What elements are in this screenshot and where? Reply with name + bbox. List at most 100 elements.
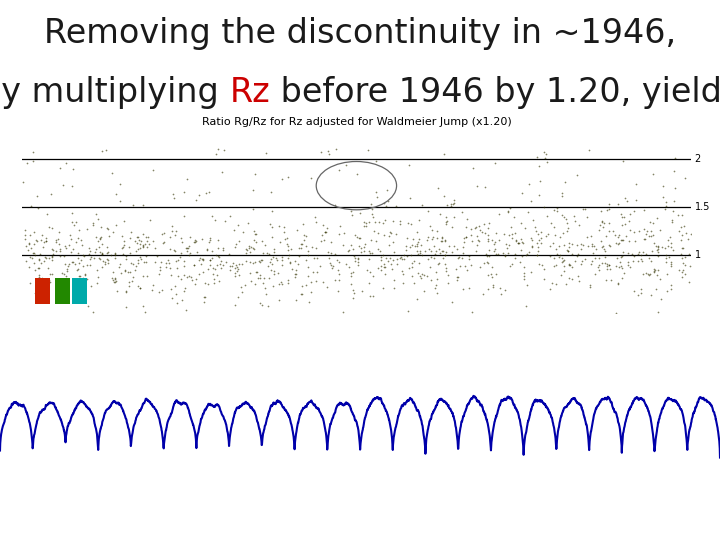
Point	[645, 227, 657, 236]
Point	[178, 262, 189, 271]
Point	[228, 226, 240, 235]
Point	[209, 265, 220, 274]
Point	[428, 233, 439, 241]
Point	[140, 307, 151, 316]
Point	[236, 260, 248, 268]
Point	[68, 245, 79, 253]
Point	[387, 237, 399, 246]
Point	[34, 284, 45, 292]
Point	[30, 251, 41, 259]
Point	[384, 228, 395, 237]
Point	[635, 289, 647, 298]
Point	[580, 205, 591, 214]
Point	[561, 226, 572, 235]
Point	[20, 241, 32, 250]
Point	[426, 234, 438, 243]
Point	[449, 242, 460, 251]
Point	[374, 247, 386, 255]
Point	[110, 190, 122, 198]
Point	[204, 236, 215, 245]
Point	[266, 206, 278, 215]
Point	[440, 212, 451, 221]
Point	[505, 222, 517, 231]
Point	[184, 248, 196, 257]
Point	[477, 228, 488, 237]
Point	[466, 231, 477, 239]
Point	[418, 287, 429, 295]
Point	[431, 227, 443, 236]
Point	[616, 274, 628, 282]
Point	[289, 257, 301, 266]
Point	[294, 244, 305, 252]
Point	[217, 261, 229, 269]
Point	[328, 262, 339, 271]
Point	[102, 248, 113, 257]
Point	[645, 291, 657, 299]
Point	[189, 238, 201, 246]
Point	[516, 246, 527, 254]
Point	[124, 249, 135, 258]
Point	[618, 236, 629, 245]
Point	[426, 247, 437, 256]
Point	[245, 277, 256, 286]
Point	[260, 289, 271, 298]
Point	[119, 241, 130, 249]
Point	[257, 249, 269, 258]
Point	[539, 153, 551, 162]
Point	[242, 219, 253, 227]
Point	[534, 177, 546, 185]
Point	[413, 238, 424, 246]
Point	[354, 234, 366, 242]
Point	[102, 254, 113, 263]
Point	[282, 276, 294, 285]
Point	[544, 252, 556, 260]
Point	[613, 231, 625, 239]
Point	[254, 271, 266, 279]
Point	[616, 221, 628, 230]
Point	[211, 271, 222, 279]
Point	[426, 226, 438, 235]
Point	[483, 246, 495, 255]
Point	[248, 236, 260, 245]
Point	[667, 246, 679, 254]
Point	[541, 211, 553, 220]
Point	[153, 288, 165, 296]
Point	[42, 281, 54, 289]
Point	[612, 279, 624, 287]
Point	[217, 244, 229, 253]
Point	[392, 255, 403, 264]
Point	[466, 237, 477, 246]
Point	[605, 265, 616, 273]
Point	[99, 260, 111, 268]
Point	[482, 271, 493, 279]
Point	[487, 283, 499, 292]
Point	[102, 256, 114, 265]
Text: Rz: Rz	[0, 102, 40, 136]
Point	[213, 252, 225, 261]
Point	[229, 243, 240, 252]
Point	[88, 307, 99, 316]
Point	[612, 200, 624, 208]
Point	[351, 233, 363, 241]
Point	[92, 215, 104, 224]
Point	[622, 261, 634, 269]
Point	[302, 262, 314, 271]
Point	[458, 238, 469, 247]
Point	[147, 280, 158, 289]
Point	[201, 246, 212, 254]
Text: by multiplying Rz before 1946 by 1.20, yields: by multiplying Rz before 1946 by 1.20, y…	[0, 76, 720, 109]
Point	[164, 233, 176, 241]
Point	[435, 237, 446, 245]
Point	[451, 273, 462, 281]
Point	[608, 227, 619, 235]
Point	[30, 235, 42, 244]
Point	[425, 262, 436, 271]
Point	[675, 249, 686, 258]
Point	[538, 275, 549, 284]
Point	[411, 247, 423, 255]
Point	[377, 219, 389, 227]
Point	[436, 247, 448, 255]
Point	[348, 245, 359, 254]
Point	[320, 227, 331, 236]
Point	[550, 261, 562, 269]
